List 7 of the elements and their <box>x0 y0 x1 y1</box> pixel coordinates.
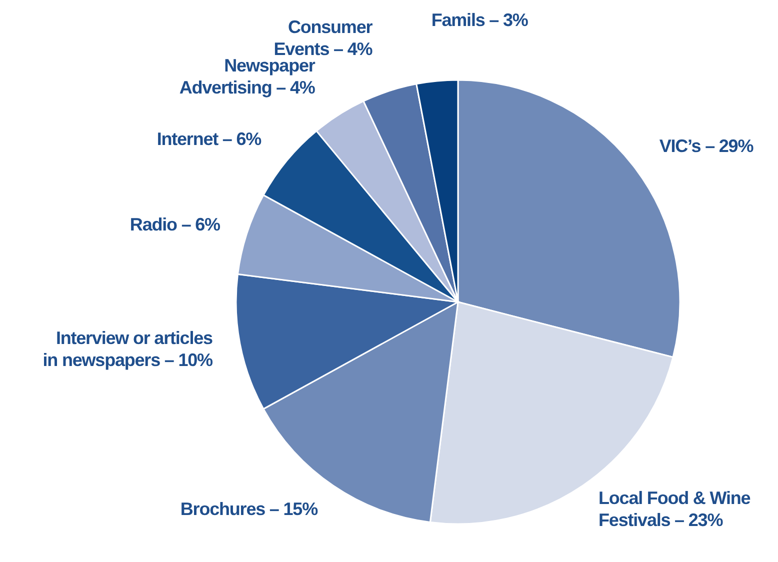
slice-label: Interview or articles in newspapers – 10% <box>42 328 214 370</box>
slice-label: Radio – 6% <box>130 214 221 235</box>
slice-label: Local Food & Wine Festivals – 23% <box>598 488 751 530</box>
slice-label: Brochures – 15% <box>180 498 318 519</box>
slice-label: Famils – 3% <box>431 10 528 30</box>
slice-label: Internet – 6% <box>156 129 262 150</box>
slice-label: VIC’s – 29% <box>659 136 754 156</box>
